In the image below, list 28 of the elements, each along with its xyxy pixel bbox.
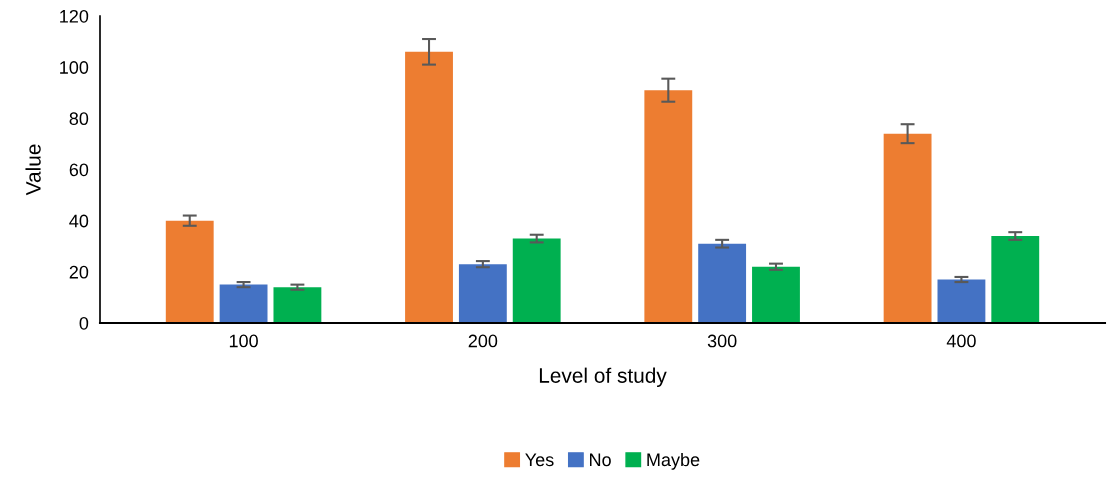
bar — [405, 51, 453, 323]
bar — [512, 238, 561, 323]
legend-label: No — [590, 453, 611, 467]
bar — [752, 266, 800, 323]
y-tick-label: 80 — [69, 112, 89, 126]
bar — [458, 264, 507, 323]
bar — [883, 133, 932, 323]
x-tick-label: 100 — [229, 334, 258, 348]
bar — [165, 220, 214, 323]
bar — [219, 284, 268, 323]
y-tick-label: 100 — [60, 61, 89, 74]
y-tick-label: 60 — [69, 163, 89, 177]
y-tick-label: 20 — [69, 265, 89, 279]
y-tick-label: 0 — [79, 316, 89, 330]
bar — [273, 287, 322, 323]
legend-label: Maybe — [647, 452, 700, 470]
y-tick-label: 40 — [69, 214, 89, 228]
x-axis-title: Level of study — [539, 367, 667, 388]
x-tick-label: 200 — [468, 334, 498, 348]
bar — [991, 236, 1040, 323]
bar — [698, 243, 747, 323]
y-axis-title: Value — [25, 144, 41, 196]
bar — [937, 279, 986, 323]
bar — [644, 90, 693, 323]
legend-label: Yes — [525, 453, 554, 467]
x-tick-label: 400 — [946, 334, 976, 348]
x-tick-label: 300 — [707, 334, 737, 348]
y-tick-label: 120 — [60, 9, 89, 23]
